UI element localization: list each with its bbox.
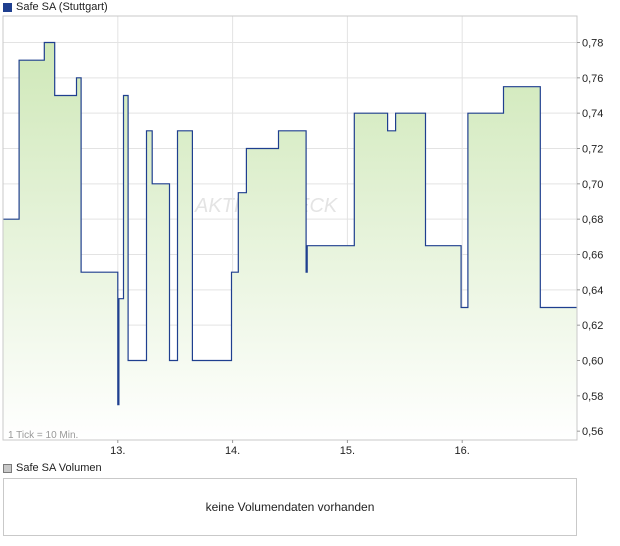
x-tick-label: 13. [110, 445, 125, 457]
x-tick-label: 15. [340, 445, 355, 457]
volume-legend-label: Safe SA Volumen [16, 462, 102, 474]
price-legend-swatch [3, 3, 12, 12]
y-tick-label: 0,64 [582, 285, 603, 297]
y-tick-label: 0,68 [582, 214, 603, 226]
price-legend: Safe SA (Stuttgart) [3, 1, 108, 14]
volume-legend-swatch [3, 464, 12, 473]
x-tick-label: 16. [455, 445, 470, 457]
y-tick-label: 0,74 [582, 108, 603, 120]
y-tick-label: 0,72 [582, 144, 603, 156]
y-tick-label: 0,62 [582, 320, 603, 332]
x-axis: 13. 14. 15. 16. [110, 440, 470, 457]
x-tick-label: 14. [225, 445, 240, 457]
volume-empty-message: keine Volumendaten vorhanden [205, 500, 375, 514]
y-tick-label: 0,66 [582, 250, 603, 262]
price-chart: AKTIENCHECK 0,560,580,600,620,640,660,68… [2, 15, 603, 457]
y-tick-label: 0,70 [582, 179, 603, 191]
plot-border [2, 15, 578, 441]
y-tick-label: 0,60 [582, 356, 603, 368]
y-tick-label: 0,58 [582, 391, 603, 403]
y-tick-label: 0,56 [582, 426, 603, 438]
volume-legend: Safe SA Volumen [3, 462, 102, 475]
y-axis: 0,56 0,58 0,60 0,62 0,64 0,66 0,68 0,70 0,72 0,74… [577, 38, 603, 438]
volume-panel: keine Volumendaten vorhanden [3, 478, 577, 536]
price-line [3, 41, 577, 406]
tick-interval-note: 1 Tick = 10 Min. [8, 430, 78, 441]
price-legend-label: Safe SA (Stuttgart) [16, 1, 108, 13]
y-tick-label: 0,76 [582, 73, 603, 85]
y-tick-label: 0,78 [582, 38, 603, 50]
